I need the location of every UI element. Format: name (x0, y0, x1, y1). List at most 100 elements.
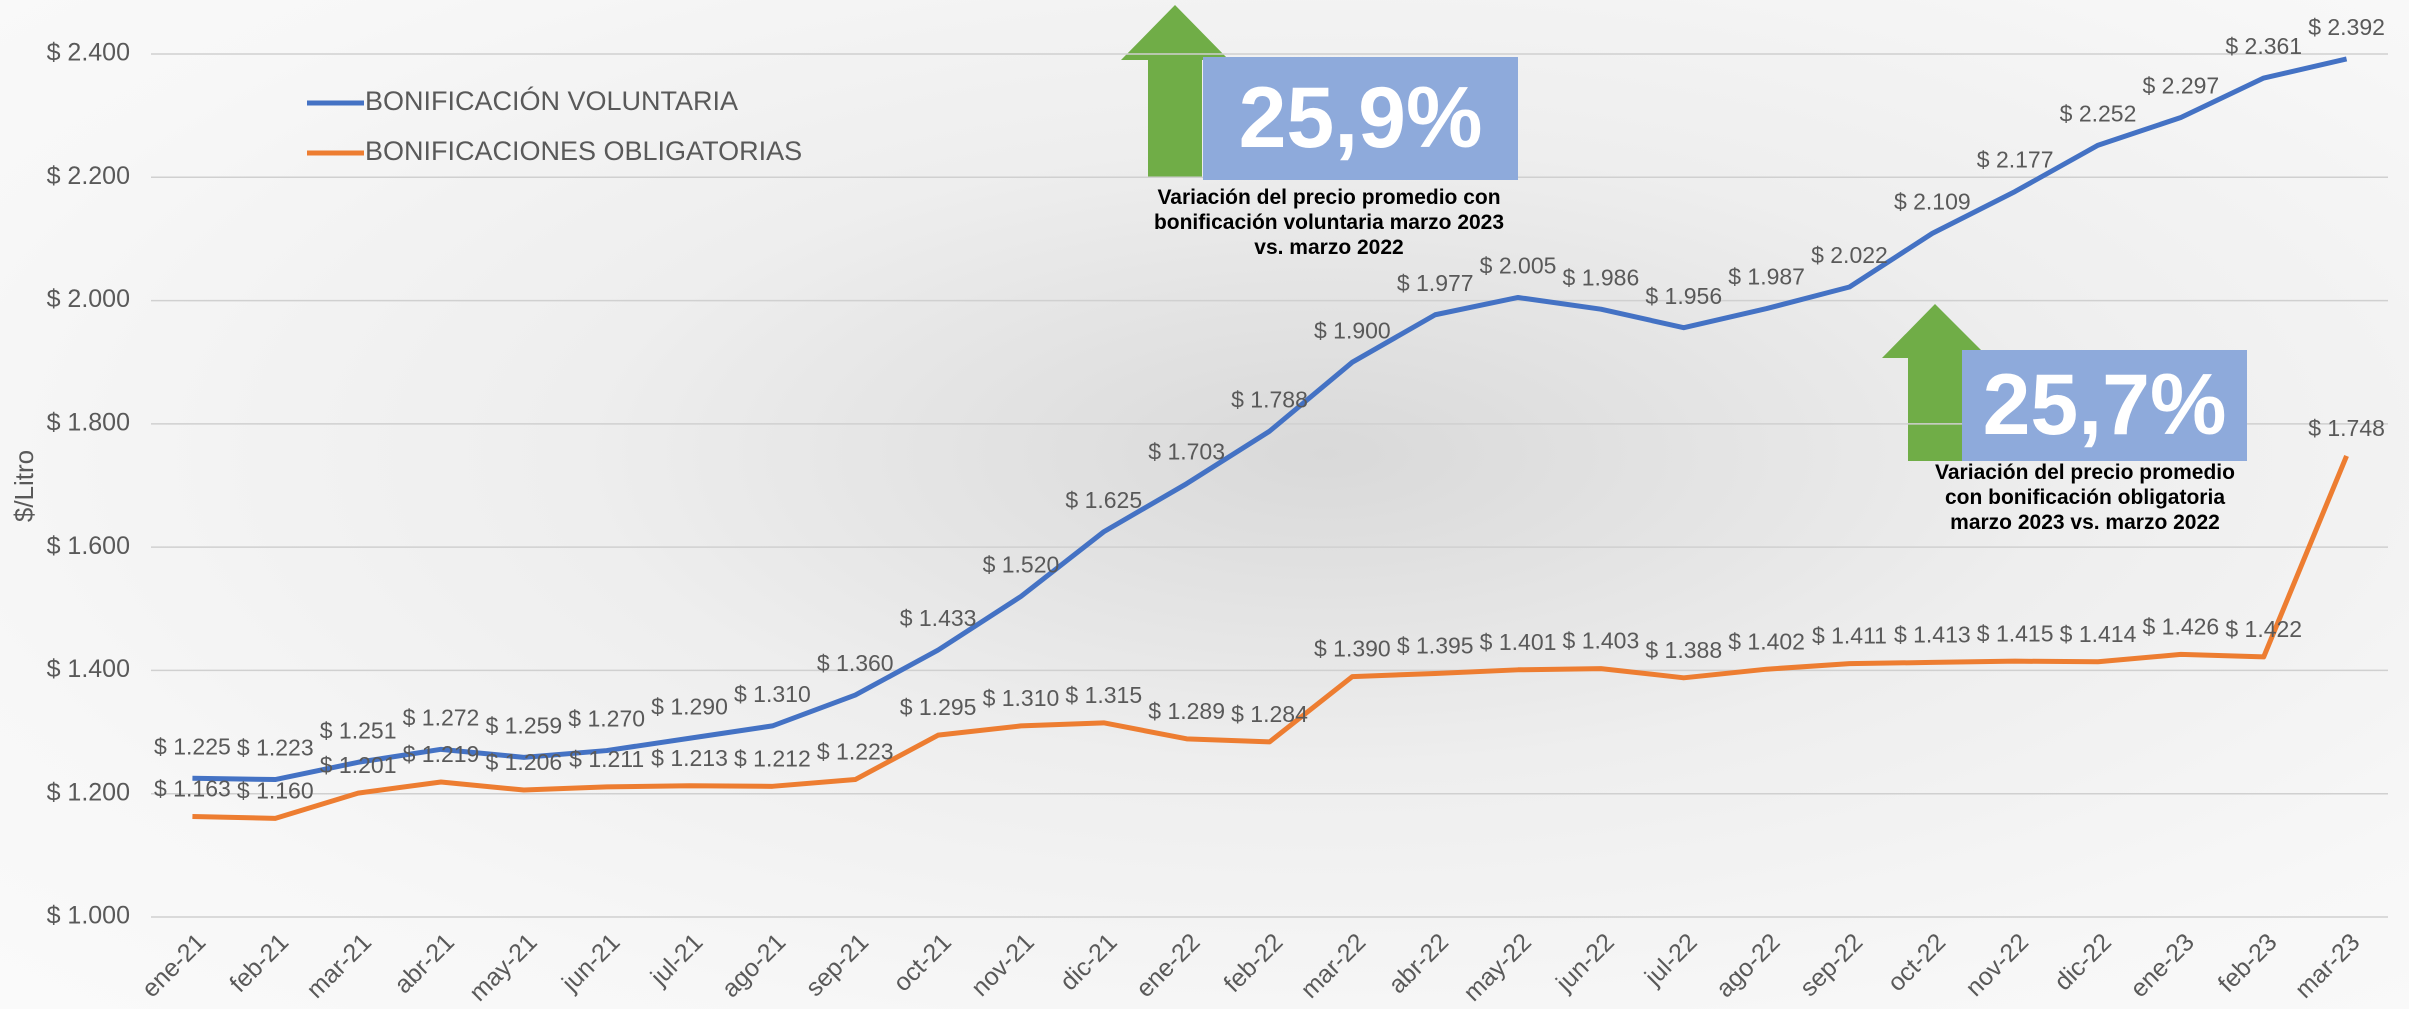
y-tick-label: $ 2.200 (47, 162, 130, 190)
data-label: $ 1.422 (2225, 616, 2302, 642)
annotation-caption: Variación del precio promedio con bonifi… (1935, 461, 2235, 534)
data-label: $ 1.310 (983, 685, 1060, 711)
data-label: $ 1.748 (2308, 415, 2385, 441)
y-tick-label: $ 1.400 (47, 655, 130, 683)
data-label: $ 1.977 (1397, 270, 1474, 296)
data-label: $ 1.272 (403, 704, 480, 730)
data-label: $ 1.625 (1065, 487, 1142, 513)
x-tick-label: nov-22 (1960, 928, 2034, 1002)
data-label: $ 1.223 (237, 735, 314, 761)
x-tick-label: jun-22 (1550, 928, 1620, 998)
data-label: $ 1.395 (1397, 633, 1474, 659)
x-tick-label: oct-21 (888, 928, 957, 997)
data-label: $ 1.402 (1728, 628, 1805, 654)
data-label: $ 1.520 (983, 552, 1060, 578)
data-label: $ 1.295 (900, 694, 977, 720)
x-tick-label: jul-22 (1639, 928, 1703, 992)
x-tick-label: may-21 (464, 928, 543, 1007)
data-label: $ 1.388 (1645, 637, 1722, 663)
y-tick-label: $ 2.000 (47, 285, 130, 313)
data-label: $ 1.211 (569, 746, 644, 772)
data-label: $ 1.223 (817, 739, 894, 765)
data-label: $ 1.403 (1563, 628, 1640, 654)
series-line (192, 56, 2348, 783)
x-tick-label: jun-21 (556, 928, 626, 998)
data-label: $ 2.361 (2225, 33, 2302, 59)
data-label: $ 1.986 (1563, 264, 1640, 290)
data-label: $ 1.433 (900, 605, 977, 631)
data-label: $ 1.213 (651, 745, 728, 771)
x-tick-label: oct-22 (1882, 928, 1951, 997)
data-label: $ 1.219 (403, 741, 480, 767)
data-label: $ 1.212 (734, 745, 811, 771)
x-tick-label: may-22 (1458, 928, 1537, 1007)
x-tick-label: dic-21 (1055, 928, 1123, 996)
legend-label: BONIFICACIÓN VOLUNTARIA (365, 85, 738, 116)
y-axis-label: $/Litro (9, 450, 39, 522)
data-label: $ 2.022 (1811, 242, 1888, 268)
data-label: $ 1.426 (2142, 613, 2219, 639)
data-label: $ 1.360 (817, 650, 894, 676)
x-tick-label: ago-22 (1711, 928, 1786, 1003)
y-tick-label: $ 1.000 (47, 902, 130, 930)
x-tick-label: ene-22 (1131, 928, 1206, 1003)
data-label: $ 1.390 (1314, 636, 1391, 662)
y-tick-label: $ 1.800 (47, 408, 130, 436)
x-tick-label: sep-22 (1795, 928, 1869, 1002)
x-tick-label: mar-21 (301, 928, 377, 1004)
annotation-caption: Variación del precio promedio con bonifi… (1153, 186, 1505, 259)
data-label: $ 1.289 (1148, 698, 1225, 724)
data-label: $ 2.252 (2060, 100, 2137, 126)
x-tick-label: ene-21 (136, 928, 211, 1003)
x-tick-label: feb-22 (1218, 928, 1288, 998)
data-label: $ 1.290 (651, 693, 728, 719)
data-label: $ 1.703 (1148, 439, 1225, 465)
data-label: $ 1.225 (154, 733, 231, 759)
x-tick-label: feb-21 (224, 928, 294, 998)
x-tick-label: jul-21 (645, 928, 709, 992)
annotation-value: 25,9% (1203, 57, 1518, 180)
data-label: $ 1.259 (485, 712, 562, 738)
data-label: $ 1.956 (1645, 283, 1722, 309)
x-tick-label: ene-23 (2125, 928, 2200, 1003)
x-tick-label: abr-21 (389, 928, 460, 999)
data-label: $ 2.005 (1480, 253, 1557, 279)
data-label: $ 1.411 (1812, 623, 1887, 649)
data-label: $ 1.270 (568, 706, 645, 732)
annotation-value: 25,7% (1962, 350, 2247, 461)
arrow (1121, 5, 1229, 177)
data-label: $ 1.160 (237, 777, 314, 803)
x-tick-label: ago-21 (716, 928, 791, 1003)
y-tick-label: $ 1.600 (47, 532, 130, 560)
x-tick-label: sep-21 (800, 928, 874, 1002)
data-label: $ 1.206 (485, 749, 562, 775)
x-tick-label: abr-22 (1383, 928, 1454, 999)
x-tick-label: nov-21 (966, 928, 1040, 1002)
data-label: $ 1.415 (1977, 620, 2054, 646)
data-label: $ 1.401 (1480, 629, 1557, 655)
arrow (1882, 304, 1989, 461)
legend-label: BONIFICACIONES OBLIGATORIAS (365, 136, 802, 166)
data-label: $ 1.251 (320, 717, 397, 743)
data-label: $ 1.788 (1231, 386, 1308, 412)
data-label: $ 1.413 (1894, 621, 1971, 647)
data-label: $ 1.201 (320, 752, 397, 778)
x-tick-label: mar-23 (2290, 928, 2366, 1004)
data-label: $ 1.315 (1065, 682, 1142, 708)
x-tick-label: dic-22 (2049, 928, 2117, 996)
series-line (192, 454, 2349, 821)
data-label: $ 1.310 (734, 681, 811, 707)
data-label: $ 2.392 (2308, 14, 2385, 40)
data-label: $ 2.297 (2142, 73, 2219, 99)
data-label: $ 2.177 (1977, 147, 2054, 173)
data-label: $ 1.414 (2060, 621, 2137, 647)
data-label: $ 1.284 (1231, 701, 1308, 727)
data-label: $ 1.163 (154, 776, 231, 802)
y-tick-label: $ 2.400 (47, 39, 130, 67)
y-tick-label: $ 1.200 (47, 778, 130, 806)
x-tick-label: mar-22 (1295, 928, 1371, 1004)
x-tick-label: feb-23 (2213, 928, 2283, 998)
data-label: $ 2.109 (1894, 188, 1971, 214)
data-label: $ 1.900 (1314, 317, 1391, 343)
